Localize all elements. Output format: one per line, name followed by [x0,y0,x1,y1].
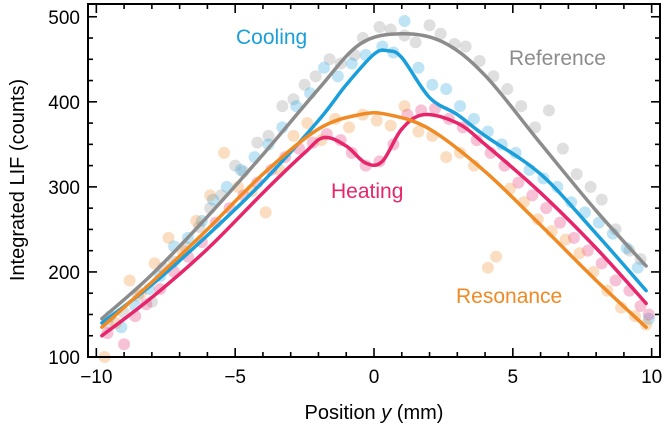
heating-data-point [526,189,539,202]
heating-data-point [540,202,553,215]
axis-ticks: −10 −5 0 5 10 100 200 300 400 500 [48,4,662,388]
heating-data-point [512,176,525,189]
x-tick-label: 10 [641,367,662,388]
y-tick-label: 300 [48,178,80,199]
cooling-fit-curve [100,48,648,325]
x-tick-label: −10 [80,367,112,388]
cooling-data-point [620,242,633,255]
reference-data-point [409,36,422,49]
resonance-data-point [301,117,314,130]
resonance-data-point [440,151,453,164]
resonance-data-point [481,261,494,274]
reference-data-point [584,180,597,193]
reference-data-point [501,83,514,96]
resonance-data-point [384,119,397,132]
reference-data-point [423,19,436,32]
reference-data-point [323,53,336,66]
reference-data-point [373,20,386,33]
cooling-data-point [467,112,480,125]
resonance-data-point [573,247,586,260]
heating-fit-curve [100,112,648,338]
reference-data-point [287,93,300,106]
resonance-data-point [218,146,231,159]
reference-data-point [262,129,275,142]
cooling-data-point [565,196,578,209]
resonance-data-point [531,213,544,226]
reference-data-point [276,100,289,113]
cooling-data-point [398,15,411,28]
reference-data-point [595,193,608,206]
reference-data-point [309,70,322,83]
cooling-data-point [318,61,331,74]
resonance-fit-curve [100,111,648,329]
reference-data-point [570,168,583,181]
heating-data-point [470,134,483,147]
heating-data-point [118,338,131,351]
heating-data-point [567,231,580,244]
x-tick-label: −5 [224,367,246,388]
reference-data-point [609,223,622,236]
reference-data-point [556,142,569,155]
cooling-data-point [426,78,439,91]
resonance-data-point [259,206,272,219]
x-axis-label: Position y (mm) [305,402,444,424]
heating-data-point [609,274,622,287]
cooling-data-point [631,261,644,274]
reference-fit-curve [100,32,648,321]
cooling-data-point [454,100,467,113]
resonance-data-point [370,114,383,127]
cooling-data-point [642,312,655,325]
reference-data-point [515,100,528,113]
reference-data-point [542,104,555,117]
resonance-data-point [412,125,425,138]
fit-curves [100,32,648,338]
resonance-data-point [640,318,653,331]
cooling-data-point [262,138,275,151]
y-tick-label: 400 [48,93,80,114]
label-heating: Heating [331,180,403,203]
heating-data-point [265,163,278,176]
resonance-data-point [204,189,217,202]
y-axis-label: Integrated LIF (counts) [7,79,29,281]
resonance-data-point [559,233,572,246]
resonance-data-point [123,274,136,287]
heating-data-point [581,244,594,257]
label-cooling: Cooling [236,26,307,49]
cooling-data-point [206,193,219,206]
x-tick-label: 0 [369,367,380,388]
label-resonance: Resonance [456,285,562,308]
y-tick-label: 100 [48,348,80,369]
cooling-data-point [412,61,425,74]
reference-data-point [434,27,447,40]
resonance-data-point [162,231,175,244]
cooling-data-point [440,83,453,96]
resonance-data-point [287,129,300,142]
reference-data-point [229,159,242,172]
y-tick-label: 200 [48,263,80,284]
resonance-data-point [490,250,503,263]
resonance-data-point [398,100,411,113]
heating-data-point [595,257,608,270]
cooling-data-point [234,163,247,176]
cooling-data-point [331,70,344,83]
heating-data-point [554,216,567,229]
cooling-data-point [345,57,358,70]
heating-data-point [642,308,655,321]
reference-data-point [251,136,264,149]
reference-data-point [459,40,472,53]
resonance-data-point [343,121,356,134]
label-reference: Reference [509,47,606,70]
y-tick-label: 500 [48,8,80,29]
reference-data-point [298,78,311,91]
reference-data-point [473,54,486,67]
x-tick-label: 5 [508,367,519,388]
